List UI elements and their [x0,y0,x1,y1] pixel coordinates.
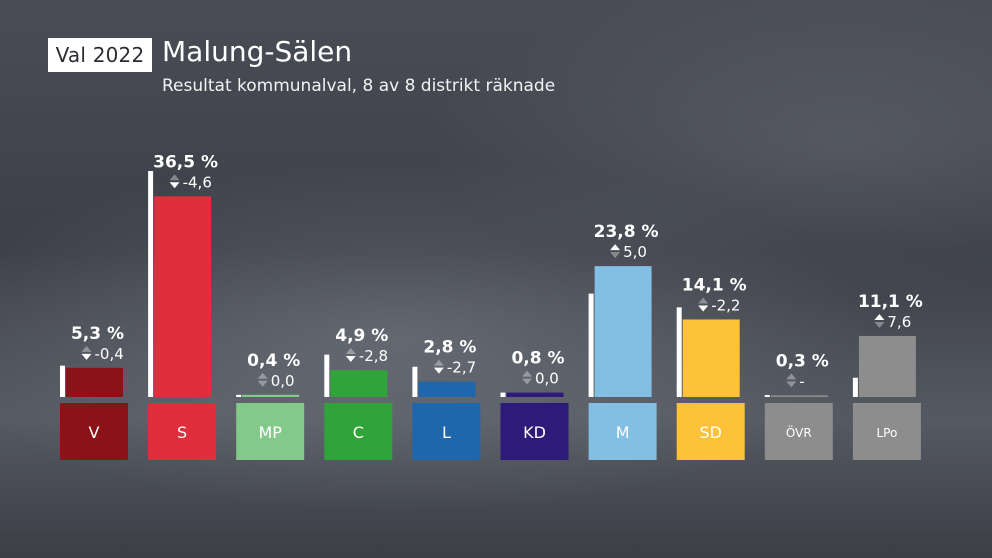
party-label-box-övr [764,403,833,460]
value-label-lpo: 11,1 % [858,292,923,312]
change-down-arrow-icon [522,378,532,385]
change-up-arrow-icon [610,244,621,251]
previous-result-bar [236,394,242,397]
change-down-arrow-icon [169,182,180,189]
value-label-l: 2,8 % [423,338,476,358]
party-label-box-mp [236,403,305,460]
change-down-arrow-icon [610,252,621,259]
bar-lpo [858,335,916,397]
change-label-kd: 0,0 [535,370,559,388]
party-label-box-s [148,403,217,460]
bar-övr [770,395,828,397]
party-label-box-c [324,403,393,460]
chart-subtitle: Resultat kommunalval, 8 av 8 distrikt rä… [162,76,556,96]
party-label-sd: SD [699,423,721,442]
previous-result-bar [60,365,65,397]
change-up-arrow-icon [81,345,92,352]
change-up-arrow-icon [257,372,268,379]
change-label-c: -2,8 [359,347,388,365]
bar-v [66,367,123,397]
previous-result-bar [412,366,418,397]
value-label-sd: 14,1 % [682,275,747,295]
party-label-l: L [442,423,451,442]
change-down-arrow-icon [81,353,92,360]
change-up-arrow-icon [874,313,885,320]
chart-title: Malung-Sälen [162,35,353,68]
change-down-arrow-icon [345,356,356,363]
party-label-s: S [177,423,187,442]
change-up-arrow-icon [698,297,709,304]
party-label-övr: ÖVR [786,424,812,440]
change-up-arrow-icon [169,174,180,181]
party-label-v: V [89,423,100,442]
previous-result-bar [324,354,330,397]
previous-result-bar [852,377,858,397]
value-label-mp: 0,4 % [247,351,300,371]
value-label-s: 36,5 % [153,152,218,172]
change-up-arrow-icon [522,370,532,377]
value-label-övr: 0,3 % [776,351,829,371]
bar-mp [242,394,300,397]
value-label-c: 4,9 % [335,326,388,346]
party-label-lpo: LPo [876,426,897,440]
previous-result-bar [500,392,506,397]
change-label-m: 5,0 [623,243,647,261]
change-label-l: -2,7 [447,359,476,377]
previous-result-bar [148,171,154,397]
party-label-kd: KD [523,423,546,442]
change-label-s: -4,6 [183,173,212,191]
change-label-mp: 0,0 [271,372,295,390]
party-label-m: M [616,423,630,442]
change-down-arrow-icon [257,380,268,387]
bar-m [594,266,652,397]
change-down-arrow-icon [874,321,885,328]
party-label-box-kd [500,403,569,460]
previous-result-bar [764,395,770,397]
bar-s [154,196,212,397]
party-label-mp: MP [258,423,282,442]
party-label-box-l [412,403,481,460]
change-up-arrow-icon [786,373,797,380]
election-year-badge: Val 2022 [48,38,152,72]
change-label-övr: - [799,372,804,390]
previous-result-bar [676,307,682,397]
change-up-arrow-icon [345,348,356,355]
previous-result-bar [588,293,594,397]
value-label-v: 5,3 % [71,324,124,344]
value-label-kd: 0,8 % [511,349,564,369]
bar-c [330,370,388,397]
bar-sd [682,319,740,397]
party-label-box-v [60,403,128,460]
change-down-arrow-icon [698,305,709,312]
party-label-box-sd [676,403,745,460]
value-label-m: 23,8 % [594,222,659,242]
party-label-box-m [588,403,657,460]
bar-l [418,381,476,397]
bar-kd [506,392,564,397]
change-up-arrow-icon [433,359,444,366]
change-label-lpo: 7,6 [887,313,911,331]
change-label-sd: -2,2 [711,296,740,314]
change-down-arrow-icon [786,381,797,388]
party-label-c: C [353,423,364,442]
change-label-v: -0,4 [95,345,124,363]
party-label-box-lpo [852,403,921,460]
change-down-arrow-icon [433,367,444,374]
